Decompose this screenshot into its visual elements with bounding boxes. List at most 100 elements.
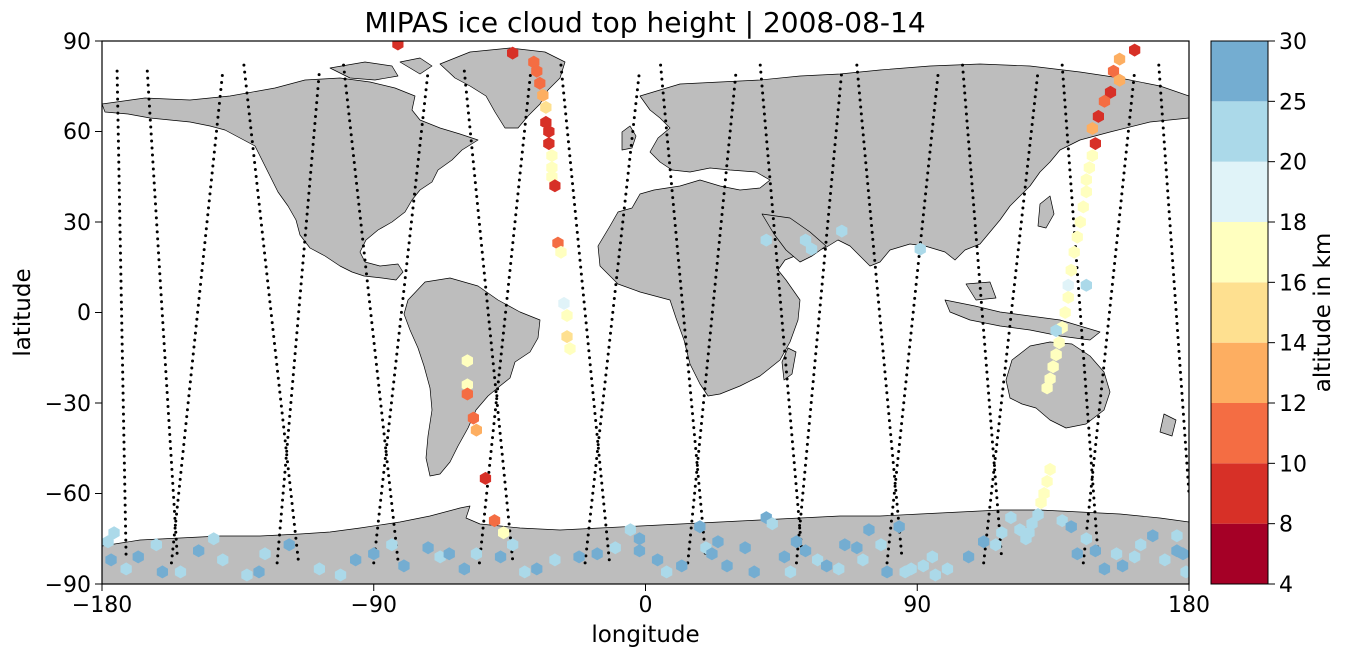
cloud-top-marker — [546, 161, 558, 175]
map-area — [102, 41, 1189, 584]
colorbar-tick-label: 30 — [1279, 30, 1307, 55]
colorbar-ticks: 4 8 10 12 14 16 18 20 25 30 — [1268, 30, 1307, 598]
cloud-top-marker — [941, 562, 954, 576]
cloud-top-marker — [253, 565, 265, 579]
cloud-top-marker — [498, 526, 510, 540]
cloud-top-marker — [1083, 161, 1095, 175]
cloud-top-marker — [546, 149, 558, 163]
cloud-top-marker — [1062, 278, 1074, 292]
cloud-top-marker — [392, 41, 404, 51]
x-axis: −180 −90 0 90 180 longitude — [72, 584, 1210, 648]
satellite-track — [583, 69, 641, 565]
cloud-top-marker — [1053, 336, 1065, 350]
satellite-track — [169, 69, 225, 565]
cloud-top-marker — [208, 532, 220, 546]
cloud-top-marker — [193, 544, 205, 558]
cloud-top-marker — [1113, 73, 1126, 87]
cloud-top-marker — [624, 523, 636, 537]
colorbar-band — [1211, 161, 1268, 222]
colorbar-band — [1211, 41, 1268, 102]
cloud-top-marker — [156, 565, 168, 579]
cloud-top-marker — [996, 526, 1008, 540]
cloud-top-marker — [241, 568, 253, 582]
cloud-top-marker — [470, 423, 482, 437]
satellite-track — [115, 69, 128, 562]
cloud-top-marker — [1077, 200, 1089, 214]
cloud-top-marker — [507, 538, 519, 552]
cloud-top-marker — [963, 550, 975, 564]
cloud-top-marker — [443, 547, 455, 561]
y-axis-label: latitude — [10, 268, 36, 356]
cloud-top-marker — [706, 547, 718, 561]
chart-title: MIPAS ice cloud top height | 2008-08-14 — [364, 6, 925, 39]
land-arctic-islands — [329, 57, 433, 81]
cloud-top-marker — [712, 535, 724, 549]
y-tick-label: −30 — [45, 392, 91, 417]
cloud-top-markers — [102, 41, 1189, 582]
x-axis-label: longitude — [591, 622, 699, 648]
cloud-top-marker — [1071, 230, 1083, 244]
cloud-top-marker — [543, 125, 555, 138]
x-tick-label: −90 — [351, 593, 397, 618]
cloud-top-marker — [790, 535, 803, 549]
cloud-top-marker — [1047, 360, 1059, 374]
cloud-top-marker — [1050, 348, 1062, 362]
cloud-top-marker — [778, 550, 790, 564]
cloud-top-marker — [1059, 306, 1071, 319]
cloud-top-marker — [531, 64, 543, 78]
cloud-top-marker — [1159, 553, 1171, 567]
cloud-top-marker — [561, 309, 573, 322]
cloud-top-marker — [1104, 85, 1117, 99]
cloud-top-marker — [1080, 532, 1092, 546]
cloud-top-marker — [1032, 508, 1044, 522]
y-tick-label: 90 — [63, 30, 91, 55]
satellite-track — [372, 69, 430, 565]
colorbar-tick-label: 18 — [1279, 211, 1307, 236]
cloud-top-marker — [863, 523, 875, 537]
cloud-top-marker — [1113, 52, 1126, 66]
cloud-top-marker — [893, 520, 905, 534]
satellite-track — [758, 63, 805, 562]
cloud-top-marker — [1068, 245, 1080, 259]
cloud-top-marker — [676, 559, 688, 573]
cloud-top-marker — [1089, 544, 1101, 558]
cloud-top-marker — [799, 544, 812, 558]
cloud-top-marker — [549, 553, 561, 567]
y-axis: −90 −60 −30 0 30 60 90 latitude — [10, 30, 102, 598]
cloud-top-marker — [132, 550, 144, 564]
cloud-top-marker — [1171, 529, 1183, 543]
y-tick-label: 30 — [63, 211, 91, 236]
cloud-top-marker — [591, 547, 603, 561]
colorbar: 4 8 10 12 14 16 18 20 25 30 altitude in km — [1210, 30, 1336, 598]
cloud-top-marker — [1080, 173, 1092, 187]
land-north-america — [102, 77, 479, 281]
cloud-top-marker — [1065, 263, 1077, 277]
satellite-track — [477, 69, 533, 565]
colorbar-tick-label: 25 — [1279, 90, 1307, 115]
cloud-top-marker — [739, 541, 751, 555]
cloud-top-marker — [537, 88, 549, 102]
satellite-track — [659, 63, 708, 562]
colorbar-band — [1211, 523, 1268, 584]
cloud-top-marker — [990, 538, 1002, 552]
cloud-top-marker — [1129, 550, 1141, 564]
satellite-track — [885, 69, 940, 565]
satellite-track — [686, 69, 738, 565]
cloud-top-marker — [434, 550, 446, 564]
cloud-top-marker — [1050, 324, 1062, 338]
cloud-top-marker — [105, 553, 117, 567]
cloud-top-marker — [917, 559, 929, 573]
cloud-top-marker — [1086, 149, 1098, 163]
satellite-track — [1157, 63, 1189, 495]
x-tick-label: 90 — [903, 593, 931, 618]
cloud-top-marker — [458, 562, 470, 576]
cloud-top-marker — [102, 535, 114, 549]
cloud-top-marker — [784, 565, 797, 579]
x-tick-label: −180 — [72, 593, 132, 618]
cloud-top-marker — [1129, 43, 1141, 57]
cloud-top-marker — [661, 565, 673, 579]
cloud-top-marker — [609, 541, 621, 555]
cloud-top-marker — [929, 568, 941, 582]
cloud-top-marker — [1089, 137, 1101, 151]
cloud-top-marker — [914, 242, 926, 256]
